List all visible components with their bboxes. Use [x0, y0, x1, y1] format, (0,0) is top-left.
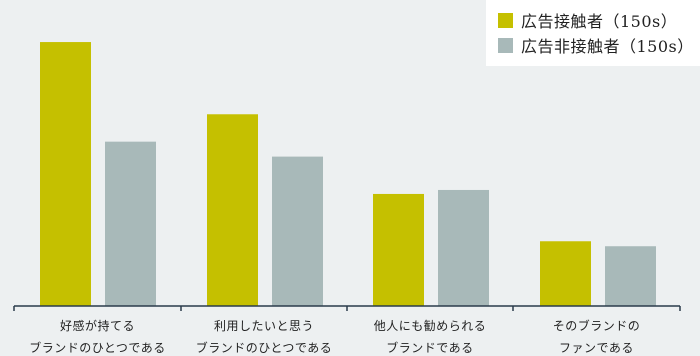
- legend-label-not-exposed: 広告非接触者（150s）: [521, 37, 694, 56]
- x-tick-label-0-0: 好感が持てる: [60, 318, 135, 333]
- bar-exposed-1: [207, 114, 258, 307]
- x-tick-label-1-0: 利用したいと思う: [214, 319, 314, 333]
- x-tick-label-1-1: ブランドのひとつである: [196, 340, 333, 355]
- x-axis-ticks: [13, 306, 681, 311]
- bar-exposed-2: [373, 193, 424, 306]
- x-tick-label-3-1: ファンである: [559, 341, 634, 355]
- bar-not-exposed-2: [438, 189, 489, 306]
- bars-group: [40, 42, 656, 307]
- legend: 広告接触者（150s） 広告非接触者（150s）: [486, 0, 700, 66]
- x-tick-label-0-1: ブランドのひとつである: [29, 340, 166, 355]
- legend-swatch-not-exposed: [498, 37, 513, 53]
- bar-not-exposed-0: [105, 141, 156, 306]
- bar-exposed-0: [40, 42, 91, 307]
- bar-not-exposed-1: [272, 156, 323, 306]
- x-axis-labels: 好感が持てるブランドのひとつである利用したいと思うブランドのひとつである他人にも…: [29, 318, 640, 355]
- x-tick-label-3-0: そのブランドの: [553, 318, 641, 333]
- legend-swatch-exposed: [498, 12, 513, 28]
- legend-item-not-exposed: 広告非接触者（150s）: [498, 33, 694, 57]
- legend-label-exposed: 広告接触者（150s）: [521, 12, 678, 31]
- bar-exposed-3: [540, 241, 591, 306]
- legend-item-exposed: 広告接触者（150s）: [498, 8, 677, 32]
- x-tick-label-2-0: 他人にも勧められる: [374, 319, 487, 333]
- x-tick-label-2-1: ブランドである: [386, 340, 473, 355]
- bar-not-exposed-3: [605, 246, 656, 306]
